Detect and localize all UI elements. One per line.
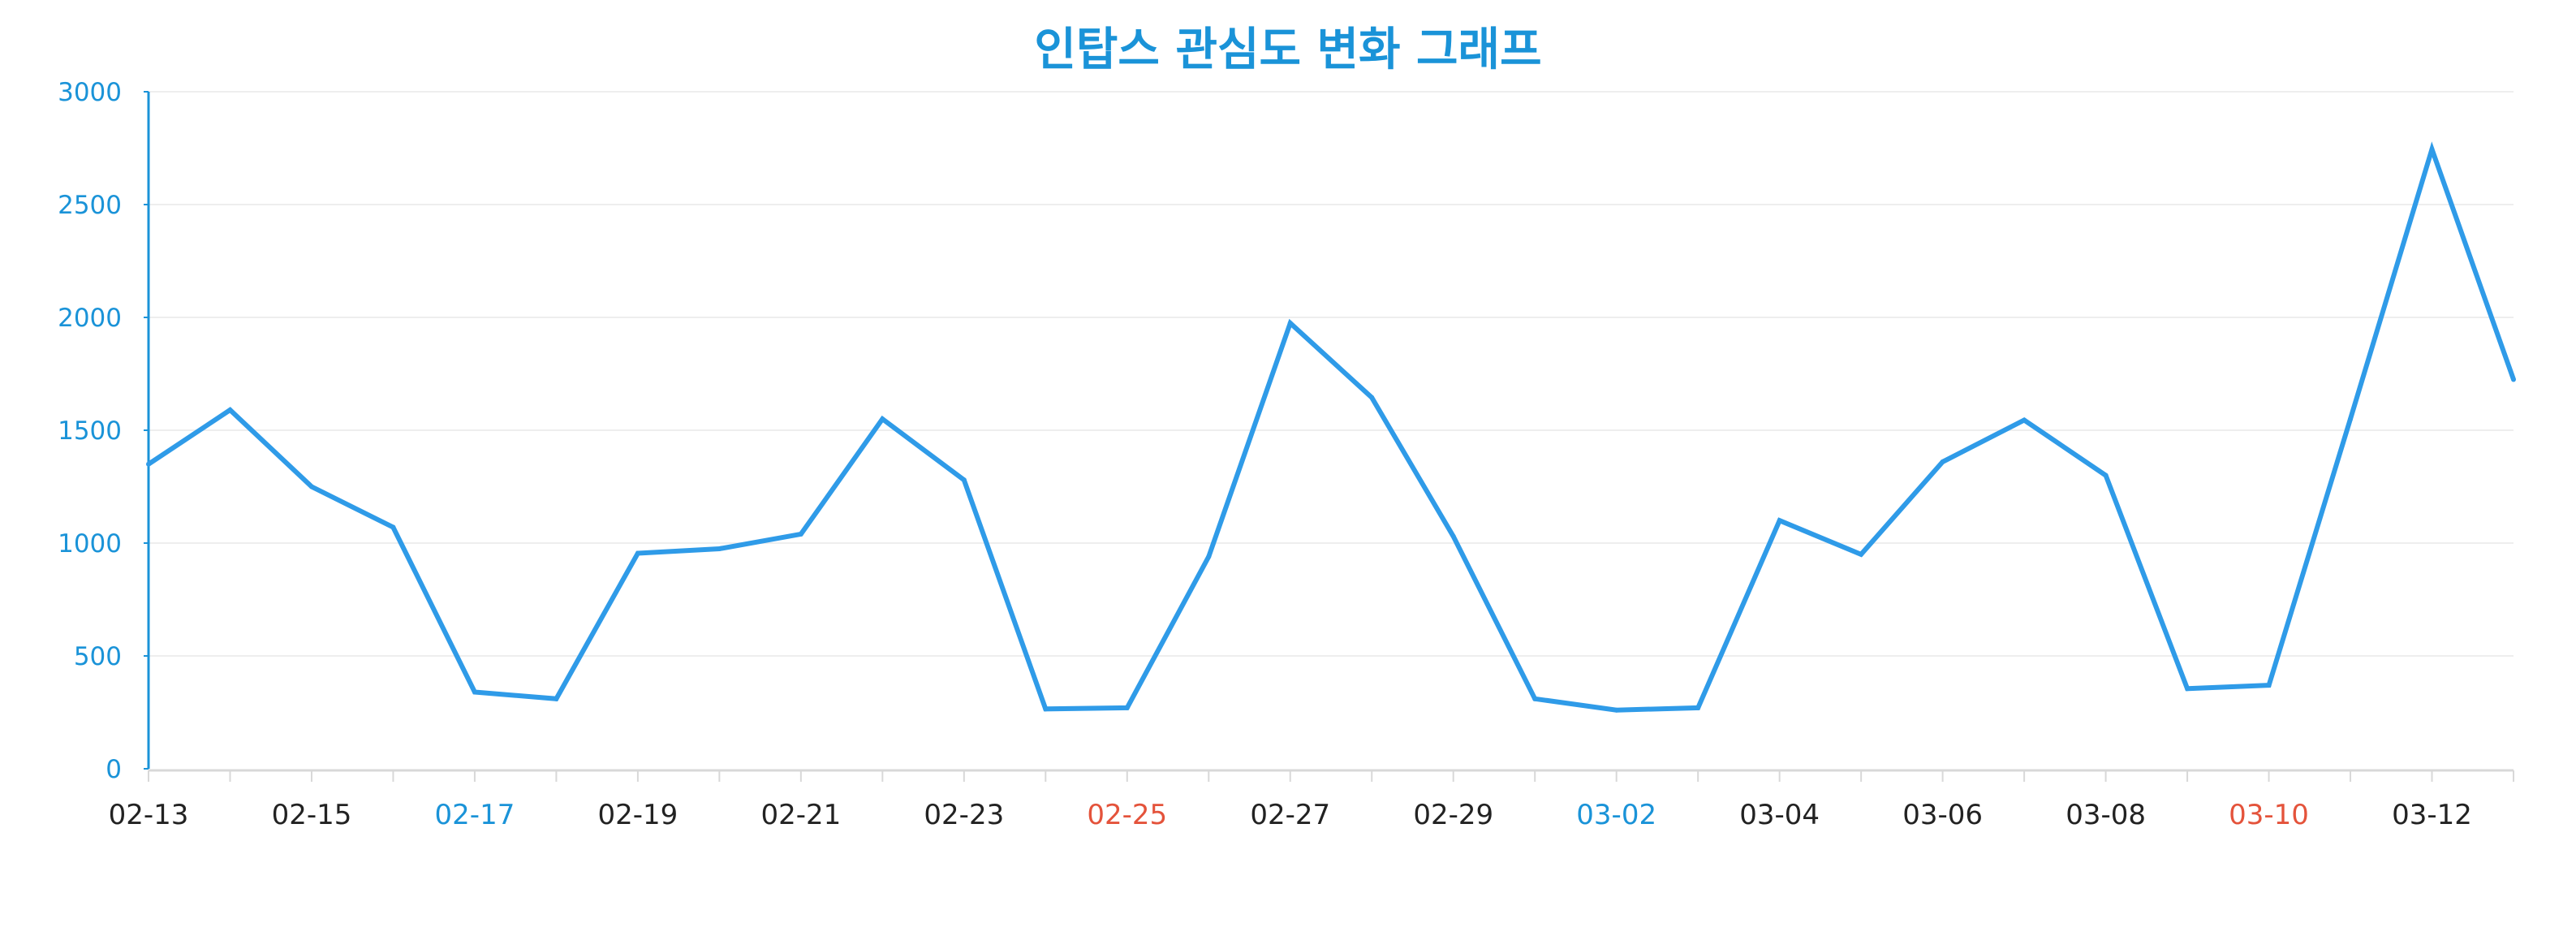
series-layer: [146, 141, 2516, 713]
x-tick-label: 02-13: [109, 799, 189, 831]
data-point: [1287, 320, 1293, 326]
data-point: [1450, 533, 1456, 539]
data-point: [227, 407, 233, 412]
x-tick-label: 02-17: [435, 799, 515, 831]
x-tick-label: 02-23: [924, 799, 1004, 831]
x-tick-label: 02-27: [1250, 799, 1330, 831]
x-tick-label: 02-21: [760, 799, 841, 831]
x-tick-label: 03-04: [1739, 799, 1820, 831]
data-point: [1369, 395, 1375, 400]
x-tick-label: 03-12: [2392, 799, 2472, 831]
data-point: [2511, 377, 2516, 382]
y-tick-label: 1000: [58, 529, 122, 559]
y-axis-tick-labels: 0 500 1000 1500 2000 2500 3000: [58, 78, 149, 784]
data-point: [1613, 707, 1619, 713]
x-tick-label: 03-06: [1902, 799, 1983, 831]
y-tick-label: 3000: [58, 78, 122, 107]
y-tick-label: 2500: [58, 191, 122, 220]
data-point: [390, 524, 396, 530]
data-point: [1124, 705, 1130, 710]
data-point: [2429, 146, 2435, 152]
data-point: [1043, 706, 1049, 712]
data-point: [472, 689, 477, 695]
x-tick-label: 02-19: [597, 799, 678, 831]
x-tick-label: 02-29: [1413, 799, 1493, 831]
data-point: [146, 461, 151, 467]
data-point: [1859, 551, 1864, 557]
data-point: [1206, 554, 1212, 559]
data-point: [2022, 417, 2027, 423]
data-point: [2185, 686, 2190, 692]
data-point: [798, 531, 803, 537]
data-point: [2266, 683, 2272, 688]
series-line: [147, 141, 2516, 713]
y-tick-label: 0: [106, 755, 122, 784]
y-tick-label: 1500: [58, 416, 122, 446]
x-tick-label: 02-15: [272, 799, 352, 831]
chart-title: 인탑스 관심도 변화 그래프: [1034, 24, 1541, 76]
y-tick-label: 500: [74, 642, 122, 671]
data-point: [1532, 696, 1538, 701]
x-tick-label: 03-08: [2066, 799, 2146, 831]
data-point: [1940, 459, 1945, 464]
y-tick-label: 2000: [58, 304, 122, 333]
data-point: [961, 477, 967, 483]
data-point: [717, 546, 722, 551]
data-point: [308, 484, 314, 490]
x-tick-label: 02-25: [1087, 799, 1167, 831]
grid-lines: [149, 91, 2514, 657]
data-point: [635, 550, 640, 556]
data-point: [2348, 416, 2354, 422]
data-point: [554, 696, 559, 701]
data-point: [880, 416, 885, 422]
x-axis-tick-labels: 02-13 02-15 02-17 02-19 02-21 02-23 02-25 02-27…: [109, 770, 2514, 831]
data-point: [1777, 518, 1782, 524]
data-point: [2103, 472, 2109, 478]
x-tick-label: 03-02: [1576, 799, 1656, 831]
x-tick-label: 03-10: [2229, 799, 2309, 831]
data-point: [1695, 705, 1701, 710]
